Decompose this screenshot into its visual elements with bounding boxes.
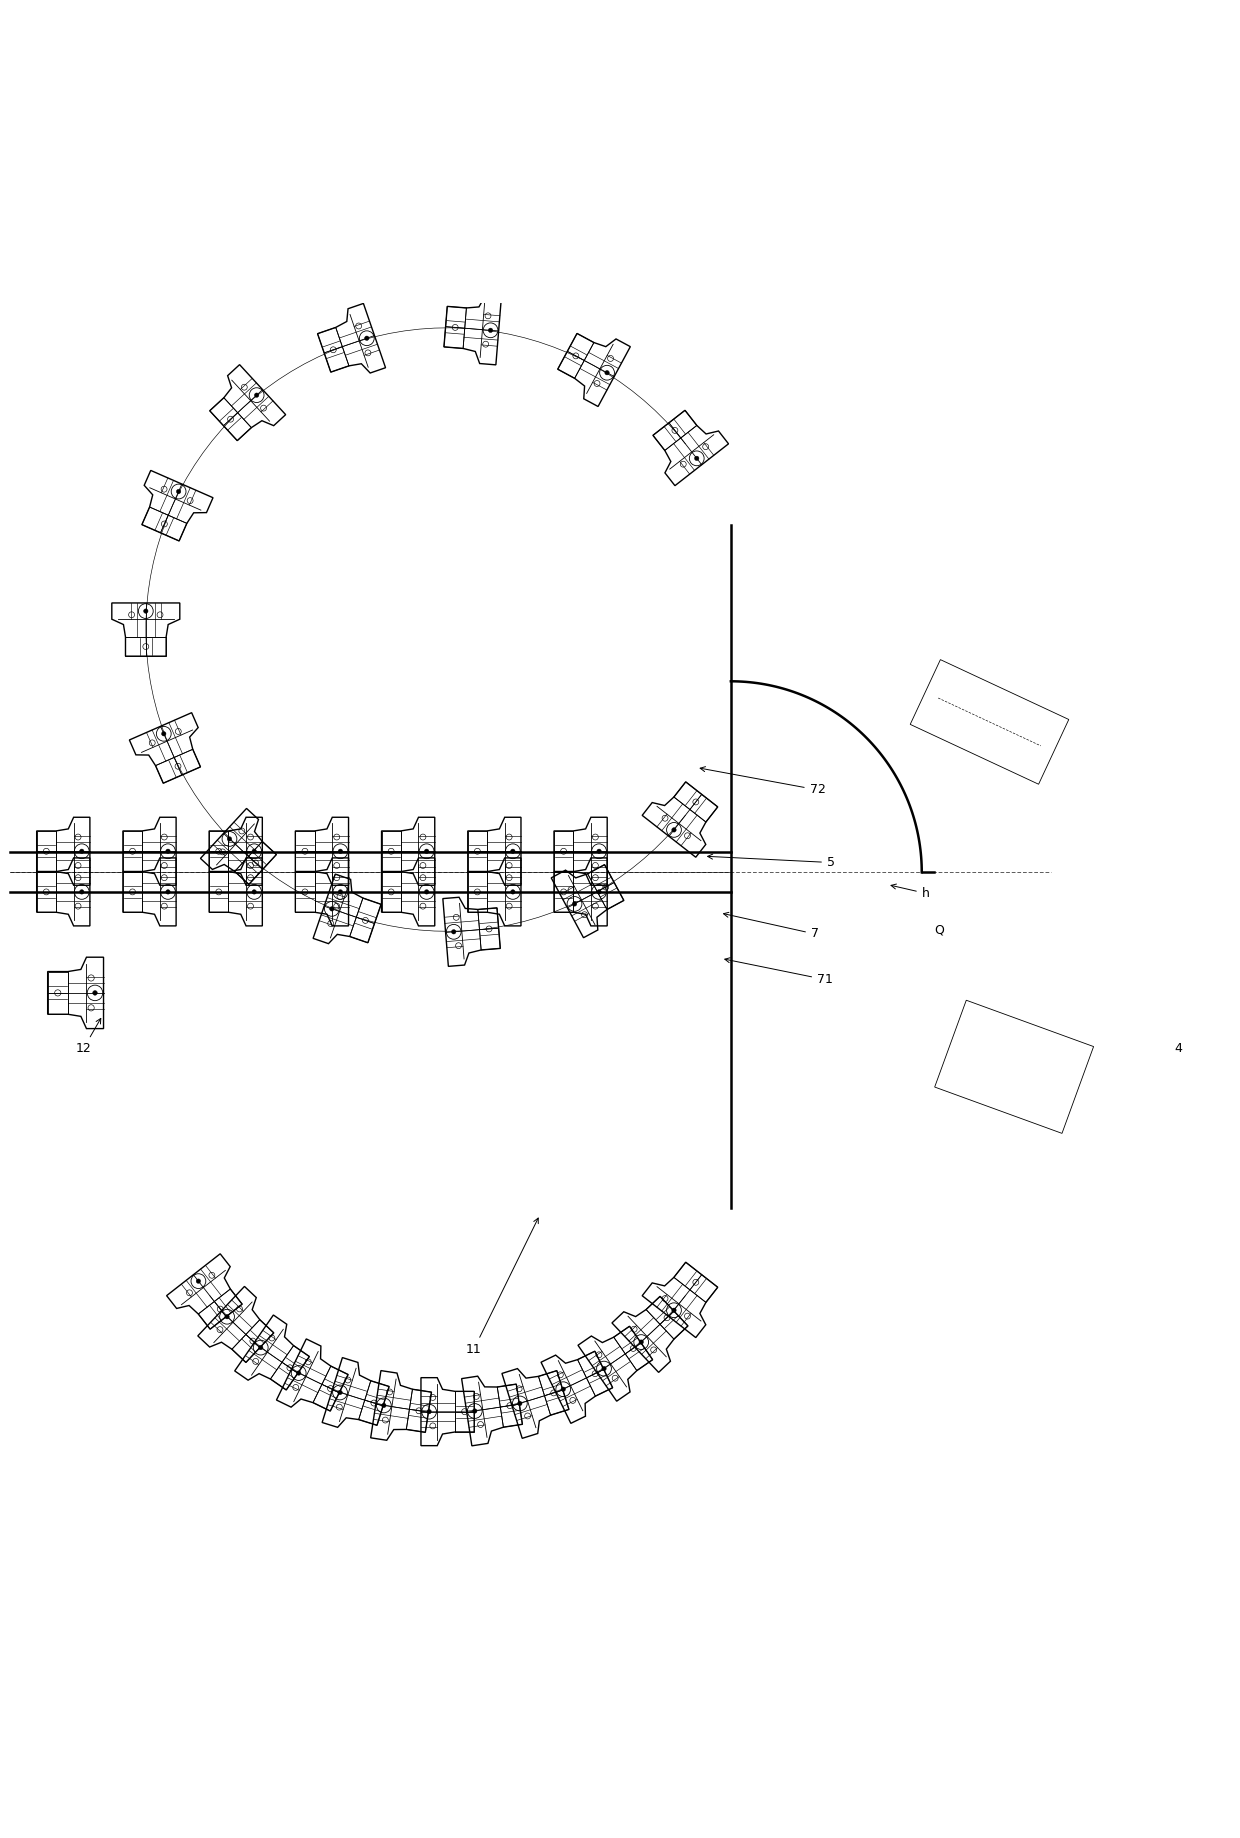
Circle shape	[601, 1366, 606, 1371]
Text: 4: 4	[1174, 1042, 1182, 1055]
Text: 71: 71	[725, 958, 833, 985]
Circle shape	[227, 836, 232, 842]
Circle shape	[365, 336, 370, 340]
Circle shape	[144, 608, 148, 614]
Circle shape	[330, 906, 334, 912]
Circle shape	[339, 890, 342, 893]
Circle shape	[382, 1402, 386, 1408]
Circle shape	[573, 902, 577, 906]
Circle shape	[196, 1279, 201, 1283]
Circle shape	[560, 1388, 565, 1391]
Circle shape	[224, 1314, 229, 1320]
Circle shape	[258, 1345, 263, 1349]
Circle shape	[517, 1401, 522, 1406]
Circle shape	[694, 456, 699, 461]
Circle shape	[296, 1371, 301, 1375]
Circle shape	[93, 991, 97, 994]
Text: 72: 72	[701, 766, 826, 796]
Circle shape	[254, 393, 259, 397]
Text: Q: Q	[934, 925, 944, 937]
Circle shape	[472, 1408, 477, 1413]
Text: h: h	[892, 884, 930, 901]
Circle shape	[424, 849, 429, 853]
Circle shape	[596, 890, 601, 893]
Circle shape	[252, 849, 257, 853]
Circle shape	[339, 849, 342, 853]
Circle shape	[605, 371, 609, 375]
Text: 7: 7	[723, 912, 818, 941]
Circle shape	[489, 329, 492, 333]
Circle shape	[176, 489, 181, 494]
Text: 11: 11	[466, 1219, 538, 1356]
Circle shape	[337, 1390, 342, 1395]
Circle shape	[166, 890, 170, 893]
Circle shape	[639, 1340, 644, 1344]
Circle shape	[672, 827, 676, 833]
Circle shape	[596, 849, 601, 853]
Circle shape	[166, 849, 170, 853]
Circle shape	[161, 732, 166, 735]
Text: 5: 5	[708, 855, 835, 869]
Circle shape	[79, 849, 84, 853]
Circle shape	[451, 930, 456, 934]
Circle shape	[672, 1309, 676, 1312]
Circle shape	[427, 1410, 432, 1413]
Circle shape	[511, 849, 515, 853]
Circle shape	[424, 890, 429, 893]
Circle shape	[511, 890, 515, 893]
Circle shape	[252, 890, 257, 893]
Circle shape	[79, 890, 84, 893]
Text: 12: 12	[76, 1018, 100, 1055]
